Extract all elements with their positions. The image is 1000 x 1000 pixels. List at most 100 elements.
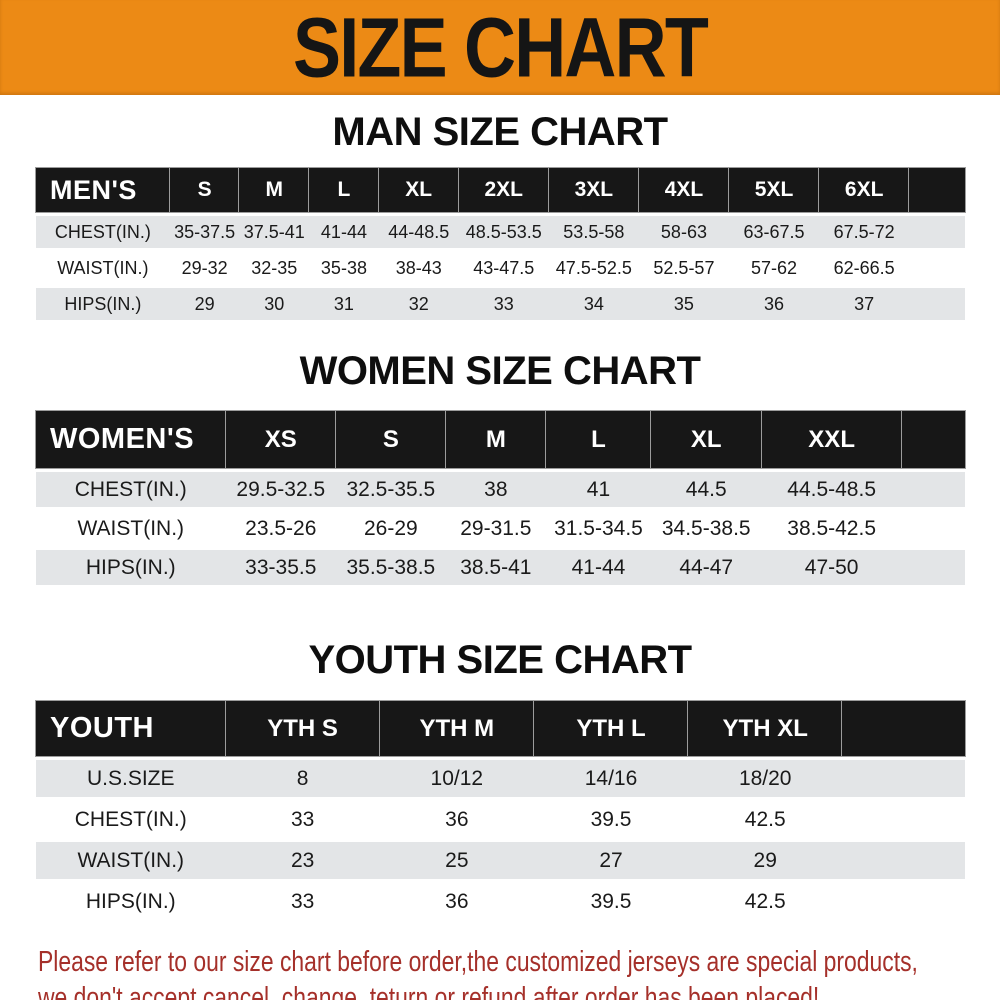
measurement-value: 36 — [379, 801, 534, 838]
measurement-value: 36 — [379, 883, 534, 920]
measurement-label: U.S.SIZE — [36, 760, 226, 797]
row-filler — [842, 801, 965, 838]
measurement-value: 29 — [169, 288, 240, 320]
measurement-value: 42.5 — [688, 883, 843, 920]
measurement-value: 41-44 — [546, 550, 651, 585]
header-row: YOUTH YTH S YTH M YTH L YTH XL — [36, 701, 965, 756]
measurement-value: 35-38 — [309, 252, 379, 284]
header-row: MEN'S S M L XL 2XL 3XL 4XL 5XL 6XL — [36, 168, 965, 212]
measurement-value: 32.5-35.5 — [336, 472, 446, 507]
women-size-table: WOMEN'S XS S M L XL XXL CHEST(IN.) 29.5-32.5 32.… — [36, 407, 965, 589]
banner-title: SIZE CHART — [293, 0, 709, 94]
measurement-value: 14/16 — [533, 760, 689, 797]
header-filler — [901, 411, 965, 468]
measurement-value: 38-43 — [378, 252, 459, 284]
measurement-value: 62-66.5 — [819, 252, 910, 284]
measurement-value: 39.5 — [533, 801, 689, 838]
size-column-header: 6XL — [819, 168, 910, 212]
measurement-label: WAIST(IN.) — [36, 511, 226, 546]
measurement-value: 44-48.5 — [378, 216, 459, 248]
measurement-row: CHEST(IN.) 35-37.5 37.5-41 41-44 44-48.5 48.5… — [36, 216, 965, 248]
disclaimer-line-2: we don't accept cancel, change, teturn o… — [38, 982, 820, 1000]
measurement-value: 29 — [688, 842, 843, 879]
size-column-header: S — [336, 411, 446, 468]
measurement-row: HIPS(IN.) 33 36 39.5 42.5 — [36, 883, 965, 920]
measurement-value: 63-67.5 — [729, 216, 820, 248]
size-column-header: XL — [378, 168, 459, 212]
measurement-row: CHEST(IN.) 33 36 39.5 42.5 — [36, 801, 965, 838]
measurement-value: 25 — [379, 842, 534, 879]
measurement-value: 38.5-41 — [445, 550, 546, 585]
measurement-row: HIPS(IN.) 29 30 31 32 33 34 35 36 37 — [36, 288, 965, 320]
size-column-header: YTH XL — [688, 701, 843, 756]
size-column-header: M — [445, 411, 546, 468]
measurement-value: 47.5-52.5 — [548, 252, 639, 284]
measurement-value: 38.5-42.5 — [761, 511, 902, 546]
measurement-value: 39.5 — [533, 883, 689, 920]
measurement-label: CHEST(IN.) — [36, 801, 226, 838]
measurement-value: 8 — [225, 760, 380, 797]
measurement-row: CHEST(IN.) 29.5-32.5 32.5-35.5 38 41 44.5 44.5… — [36, 472, 965, 507]
measurement-value: 34.5-38.5 — [650, 511, 762, 546]
size-column-header: YTH S — [225, 701, 380, 756]
size-chart-banner: SIZE CHART — [0, 0, 1000, 95]
measurement-row: WAIST(IN.) 23 25 27 29 — [36, 842, 965, 879]
measurement-value: 44-47 — [650, 550, 762, 585]
measurement-value: 35-37.5 — [169, 216, 240, 248]
measurement-value: 35 — [638, 288, 729, 320]
row-filler — [842, 842, 965, 879]
measurement-value: 34 — [548, 288, 639, 320]
measurement-value: 26-29 — [336, 511, 446, 546]
measurement-value: 30 — [239, 288, 310, 320]
size-column-header: 2XL — [458, 168, 549, 212]
measurement-label: WAIST(IN.) — [36, 842, 226, 879]
size-column-header: XL — [650, 411, 762, 468]
measurement-row: WAIST(IN.) 29-32 32-35 35-38 38-43 43-47.5 47.… — [36, 252, 965, 284]
size-column-header: M — [239, 168, 310, 212]
measurement-value: 57-62 — [729, 252, 820, 284]
row-filler — [901, 472, 965, 507]
size-column-header: YTH M — [379, 701, 534, 756]
measurement-value: 29-31.5 — [445, 511, 546, 546]
measurement-value: 43-47.5 — [458, 252, 549, 284]
measurement-value: 52.5-57 — [638, 252, 729, 284]
measurement-value: 53.5-58 — [548, 216, 639, 248]
measurement-value: 33 — [458, 288, 549, 320]
row-filler — [909, 252, 965, 284]
size-column-header: YTH L — [533, 701, 689, 756]
measurement-value: 37 — [819, 288, 910, 320]
row-filler — [842, 760, 965, 797]
measurement-value: 18/20 — [688, 760, 843, 797]
measurement-value: 47-50 — [761, 550, 902, 585]
measurement-value: 32 — [378, 288, 459, 320]
men-size-table: MEN'S S M L XL 2XL 3XL 4XL 5XL 6XL CHEST(IN.) 35-3… — [36, 164, 965, 324]
measurement-value: 36 — [729, 288, 820, 320]
youth-section-title: YOUTH SIZE CHART — [308, 638, 692, 682]
table-group-label: YOUTH — [36, 701, 226, 756]
measurement-value: 38 — [445, 472, 546, 507]
women-section-title: WOMEN SIZE CHART — [299, 349, 701, 393]
measurement-value: 27 — [533, 842, 689, 879]
size-column-header: 4XL — [638, 168, 729, 212]
header-row: WOMEN'S XS S M L XL XXL — [36, 411, 965, 468]
row-filler — [901, 550, 965, 585]
header-filler — [842, 701, 965, 756]
header-filler — [909, 168, 965, 212]
measurement-value: 33-35.5 — [225, 550, 337, 585]
measurement-value: 44.5-48.5 — [761, 472, 902, 507]
measurement-value: 44.5 — [650, 472, 762, 507]
size-column-header: S — [169, 168, 240, 212]
measurement-value: 41 — [546, 472, 651, 507]
row-filler — [909, 216, 965, 248]
table-group-label: WOMEN'S — [36, 411, 226, 468]
measurement-value: 23.5-26 — [225, 511, 337, 546]
size-column-header: L — [546, 411, 651, 468]
measurement-label: HIPS(IN.) — [36, 288, 170, 320]
size-column-header: 3XL — [548, 168, 639, 212]
measurement-value: 23 — [225, 842, 380, 879]
measurement-row: U.S.SIZE 8 10/12 14/16 18/20 — [36, 760, 965, 797]
measurement-label: HIPS(IN.) — [36, 550, 226, 585]
measurement-value: 48.5-53.5 — [458, 216, 549, 248]
measurement-value: 32-35 — [239, 252, 310, 284]
